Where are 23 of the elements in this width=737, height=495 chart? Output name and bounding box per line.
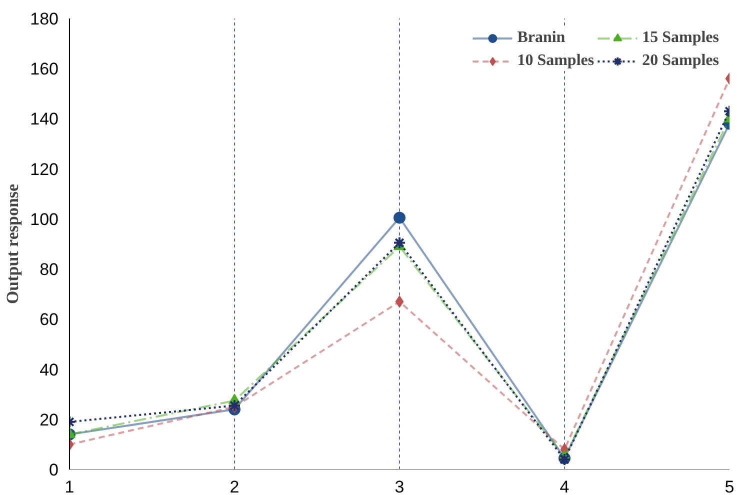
point (394, 212, 406, 224)
legend-label: 10 Samples (517, 52, 594, 70)
legend-label: 20 Samples (642, 52, 719, 70)
y-tick-label: 60 (40, 310, 59, 330)
x-tick-label: 4 (560, 478, 570, 495)
y-tick-label: 20 (40, 410, 59, 430)
point (395, 296, 404, 308)
y-tick-label: 120 (30, 160, 59, 179)
x-tick-label: 3 (394, 478, 404, 495)
y-tick-label: 140 (30, 110, 59, 129)
legend-label: Branin (517, 29, 566, 47)
y-axis-title: Output response (3, 183, 22, 304)
point (393, 236, 406, 250)
x-tick-label: 1 (64, 478, 74, 495)
y-tick-label: 160 (30, 60, 59, 79)
x-tick-label: 2 (230, 478, 240, 495)
y-tick-label: 80 (40, 260, 59, 280)
x-tick-label: 5 (724, 478, 734, 495)
legend-label: 15 Samples (642, 29, 719, 47)
y-tick-label: 180 (30, 10, 59, 28)
y-tick-label: 100 (30, 210, 59, 229)
y-tick-label: 40 (40, 360, 59, 380)
y-tick-label: 0 (49, 460, 59, 480)
